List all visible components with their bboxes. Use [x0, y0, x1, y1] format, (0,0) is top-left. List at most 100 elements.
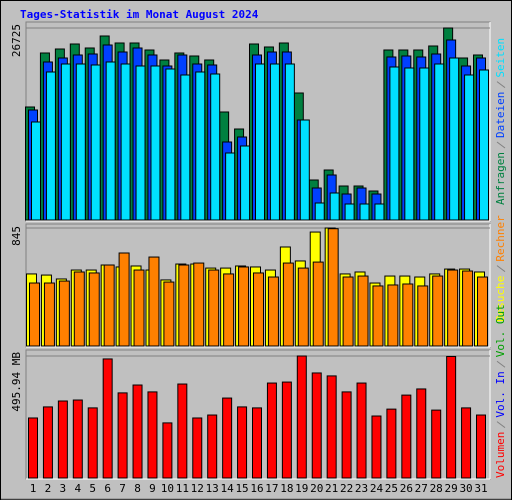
bar	[150, 65, 161, 221]
legend-label: Anfragen	[494, 152, 507, 205]
bar	[359, 203, 370, 221]
x-tick-label: 3	[60, 482, 67, 495]
x-tick-label: 26	[400, 482, 413, 495]
bar	[117, 392, 128, 479]
bar	[118, 252, 130, 347]
bar	[72, 399, 83, 479]
bar	[447, 269, 459, 347]
x-tick-label: 27	[415, 482, 428, 495]
x-tick-label: 21	[325, 482, 338, 495]
y-tick-label: 845	[10, 226, 23, 246]
bar	[193, 262, 205, 347]
bar	[148, 256, 160, 347]
x-tick-label: 19	[295, 482, 308, 495]
x-tick-label: 6	[104, 482, 111, 495]
bar	[29, 282, 40, 347]
bar	[180, 74, 191, 221]
x-tick-label: 28	[430, 482, 443, 495]
bar	[255, 63, 265, 221]
bar	[462, 270, 474, 347]
legend-label: Vol. Out	[494, 304, 507, 357]
x-tick-label: 15	[235, 482, 248, 495]
bar	[253, 272, 264, 347]
bar	[267, 276, 279, 347]
bar	[120, 63, 131, 221]
x-tick-label: 18	[280, 482, 293, 495]
x-tick-label: 31	[474, 482, 487, 495]
x-tick-label: 17	[265, 482, 278, 495]
bar	[296, 355, 307, 479]
bar	[281, 381, 292, 479]
bar	[42, 406, 53, 479]
x-tick-label: 14	[221, 482, 235, 495]
bar	[401, 394, 412, 479]
legend-separator	[496, 421, 506, 429]
legend-separator	[496, 141, 506, 149]
bar	[195, 71, 206, 221]
bar	[177, 383, 188, 479]
bar	[476, 414, 486, 479]
bar	[163, 281, 175, 347]
legend-label: Vol. In	[494, 371, 507, 417]
bar	[314, 202, 325, 221]
bar	[344, 203, 355, 221]
bar	[461, 407, 472, 479]
bar	[73, 271, 85, 347]
x-tick-label: 4	[74, 482, 81, 495]
chart-title: Tages-Statistik im Monat August 2024	[20, 8, 259, 21]
bar	[357, 275, 369, 347]
legend-separator	[496, 81, 506, 89]
x-tick-label: 30	[459, 482, 472, 495]
bar	[133, 269, 145, 347]
bar	[372, 285, 384, 347]
x-tick-label: 8	[134, 482, 141, 495]
bar	[342, 276, 354, 347]
bar	[434, 63, 445, 221]
bar	[223, 273, 235, 347]
bar	[297, 267, 309, 347]
bar	[341, 391, 352, 479]
bar	[386, 408, 397, 479]
bar	[238, 266, 250, 347]
bar	[60, 63, 71, 221]
bar	[31, 121, 41, 221]
legend: Volumen Vol. In Vol. Out	[494, 304, 507, 478]
bar	[419, 67, 430, 221]
bar	[417, 285, 429, 347]
legend: Anfragen Dateien Seiten	[494, 38, 507, 205]
legend: Besuche Rechner	[494, 215, 507, 322]
y-tick-label: 26725	[10, 24, 23, 57]
legend-label: Volumen	[494, 432, 507, 478]
bar	[416, 388, 427, 479]
bar	[282, 262, 294, 347]
bar	[329, 192, 340, 221]
x-tick-label: 11	[176, 482, 189, 495]
x-tick-label: 9	[149, 482, 156, 495]
legend-separator	[496, 265, 506, 273]
x-tick-label: 20	[310, 482, 323, 495]
bar	[387, 284, 399, 347]
bar	[208, 269, 220, 347]
y-tick-label: 495.94 MB	[10, 352, 23, 412]
bar	[402, 283, 414, 347]
bar	[135, 65, 146, 221]
x-tick-label: 16	[250, 482, 263, 495]
x-tick-label: 13	[206, 482, 219, 495]
x-tick-label: 23	[355, 482, 368, 495]
bar	[28, 417, 38, 479]
bar	[192, 417, 203, 479]
bar	[479, 69, 489, 221]
bar	[327, 228, 339, 347]
legend-label: Besuche	[494, 276, 507, 322]
legend-separator	[496, 360, 506, 368]
x-tick-label: 12	[191, 482, 204, 495]
bar	[311, 372, 322, 479]
bar	[404, 67, 415, 221]
bar	[207, 414, 218, 479]
x-tick-label: 5	[89, 482, 96, 495]
bar	[147, 391, 158, 479]
bar	[269, 63, 280, 221]
bar	[75, 63, 86, 221]
